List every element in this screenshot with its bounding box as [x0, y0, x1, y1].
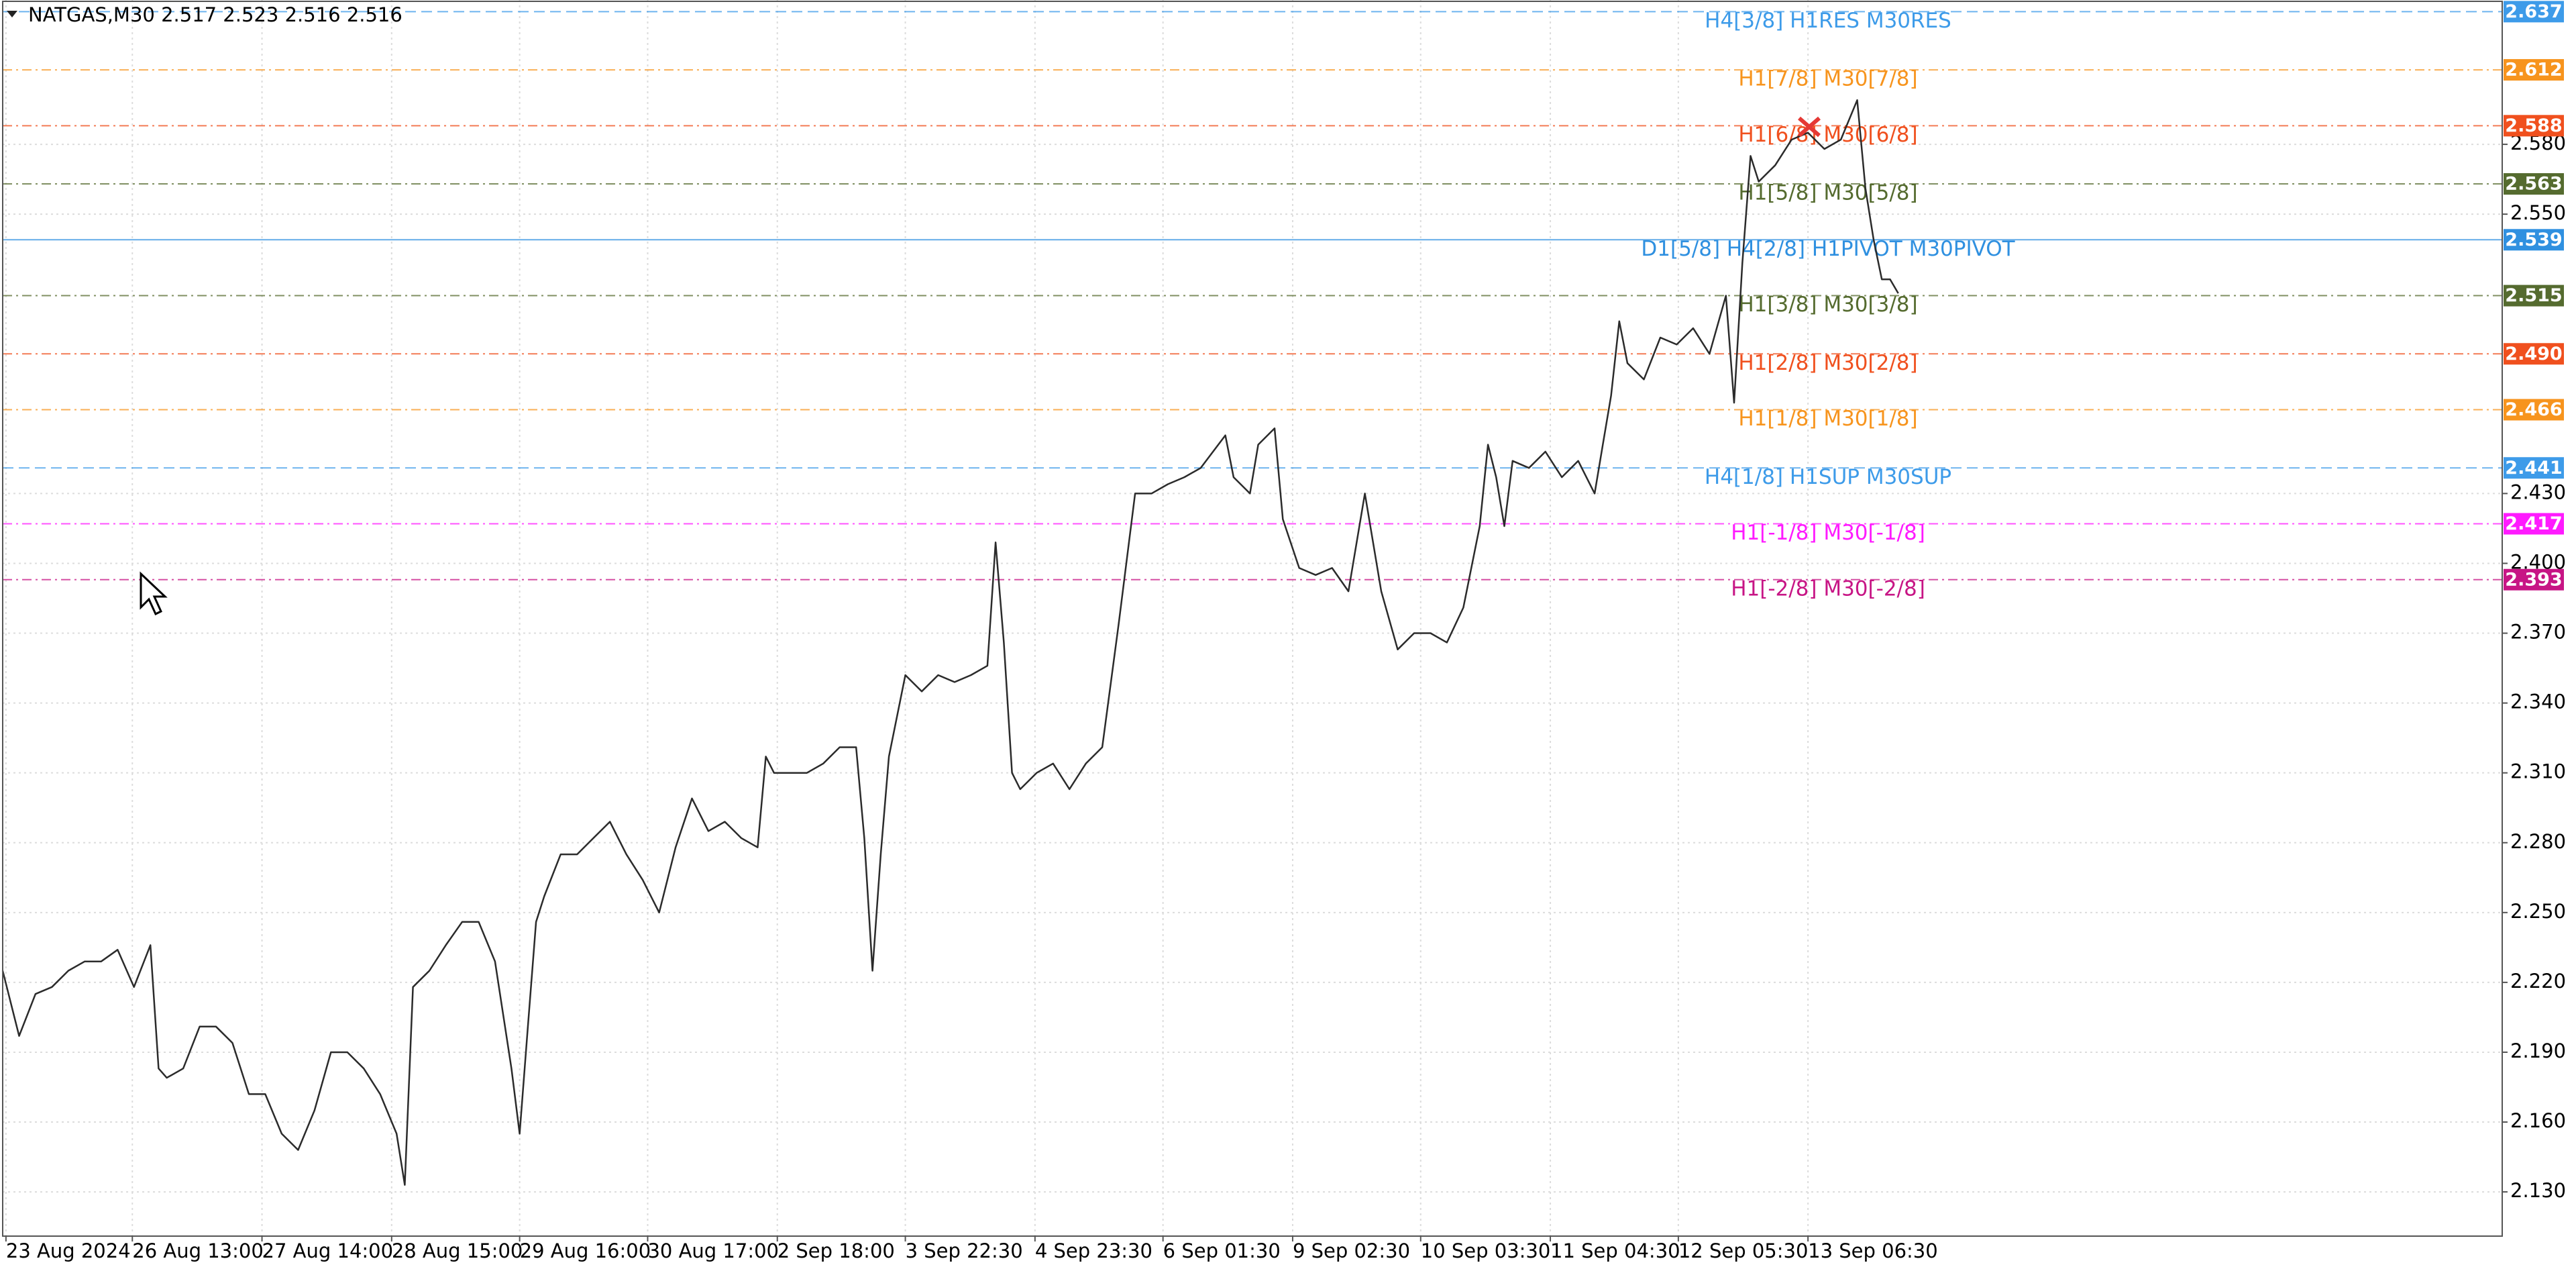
grid-layer — [3, 0, 2502, 1236]
price-tag — [2504, 59, 2564, 81]
level-label: H1[-2/8] M30[-2/8] — [1731, 576, 1925, 601]
x-tick-label: 9 Sep 02:30 — [1293, 1239, 1410, 1262]
mouse-cursor — [140, 571, 168, 616]
x-tick-label: 10 Sep 03:30 — [1421, 1239, 1551, 1262]
level-label: H1[2/8] M30[2/8] — [1738, 351, 1917, 375]
price-tag-label: 2.466 — [2505, 399, 2562, 420]
price-tag-label: 2.417 — [2505, 513, 2562, 534]
y-tick-label: 2.160 — [2510, 1109, 2566, 1132]
price-tag-label: 2.588 — [2505, 115, 2562, 136]
y-tick-label: 2.430 — [2510, 480, 2566, 503]
price-tag — [2504, 173, 2564, 195]
price-tag — [2504, 399, 2564, 421]
price-tag-label: 2.539 — [2505, 230, 2562, 250]
level-label: H4[3/8] H1RES M30RES — [1705, 9, 1951, 33]
x-tick-label: 12 Sep 05:30 — [1678, 1239, 1809, 1262]
level-label: H1[7/8] M30[7/8] — [1738, 67, 1917, 91]
y-tick-label: 2.190 — [2510, 1039, 2566, 1062]
x-tick-label: 28 Aug 15:00 — [392, 1239, 523, 1262]
level-label: H4[1/8] H1SUP M30SUP — [1705, 465, 1951, 489]
x-tick-label: 30 Aug 17:00 — [647, 1239, 779, 1262]
chart-title: NATGAS,M30 2.517 2.523 2.516 2.516 — [28, 3, 402, 26]
y-tick-label: 2.370 — [2510, 621, 2566, 644]
marker-stroke — [1798, 116, 1821, 138]
price-tag-label: 2.490 — [2505, 344, 2562, 364]
level-label: D1[5/8] H4[2/8] H1PIVOT M30PIVOT — [1641, 237, 2015, 261]
price-tag — [2504, 229, 2564, 251]
trade-marker — [1798, 116, 1821, 138]
price-tag-label: 2.612 — [2505, 60, 2562, 81]
price-tag-label: 2.393 — [2505, 569, 2562, 590]
y-tick-label: 2.280 — [2510, 830, 2566, 853]
x-tick-label: 23 Aug 2024 — [6, 1239, 131, 1262]
x-tick-label: 6 Sep 01:30 — [1163, 1239, 1281, 1262]
plot-frame — [2, 1, 2503, 1237]
x-tick-label: 4 Sep 23:30 — [1035, 1239, 1152, 1262]
y-tick-label: 2.130 — [2510, 1179, 2566, 1202]
level-label: H1[6/8] M30[6/8] — [1738, 123, 1917, 147]
level-label: H1[-1/8] M30[-1/8] — [1731, 521, 1925, 545]
y-tick-label: 2.310 — [2510, 760, 2566, 783]
price-line — [1, 99, 1899, 1186]
y-tick-label: 2.220 — [2510, 970, 2566, 993]
price-tag — [2504, 513, 2564, 535]
x-tick-label: 27 Aug 14:00 — [262, 1239, 394, 1262]
y-tick-label: 2.550 — [2510, 201, 2566, 224]
price-tag — [2504, 568, 2564, 591]
price-tag — [2504, 285, 2564, 307]
levels-layer: H4[3/8] H1RES M30RES H1[7/8] M30[7/8] H1[6… — [3, 9, 2502, 601]
x-tick-label: 11 Sep 04:30 — [1550, 1239, 1680, 1262]
x-tick-label: 13 Sep 06:30 — [1808, 1239, 1938, 1262]
price-layer — [1, 99, 1899, 1186]
x-tick-label: 3 Sep 22:30 — [906, 1239, 1023, 1262]
level-label: H1[1/8] M30[1/8] — [1738, 407, 1917, 431]
level-label: H1[3/8] M30[3/8] — [1738, 293, 1917, 317]
x-tick-label: 29 Aug 16:00 — [520, 1239, 651, 1262]
price-tag-label: 2.515 — [2505, 285, 2562, 306]
price-tag-label: 2.441 — [2505, 458, 2562, 478]
y-tick-label: 2.340 — [2510, 691, 2566, 713]
price-tag — [2504, 457, 2564, 479]
title-arrow — [7, 11, 17, 17]
price-tag — [2504, 343, 2564, 365]
price-tag — [2504, 1, 2564, 23]
price-tag-label: 2.563 — [2505, 174, 2562, 195]
level-label: H1[5/8] M30[5/8] — [1738, 181, 1917, 205]
price-tag-label: 2.637 — [2505, 1, 2562, 22]
y-tick-label: 2.250 — [2510, 900, 2566, 923]
x-tick-label: 2 Sep 18:00 — [777, 1239, 895, 1262]
price-tag — [2504, 115, 2564, 137]
x-tick-label: 26 Aug 13:00 — [132, 1239, 264, 1262]
